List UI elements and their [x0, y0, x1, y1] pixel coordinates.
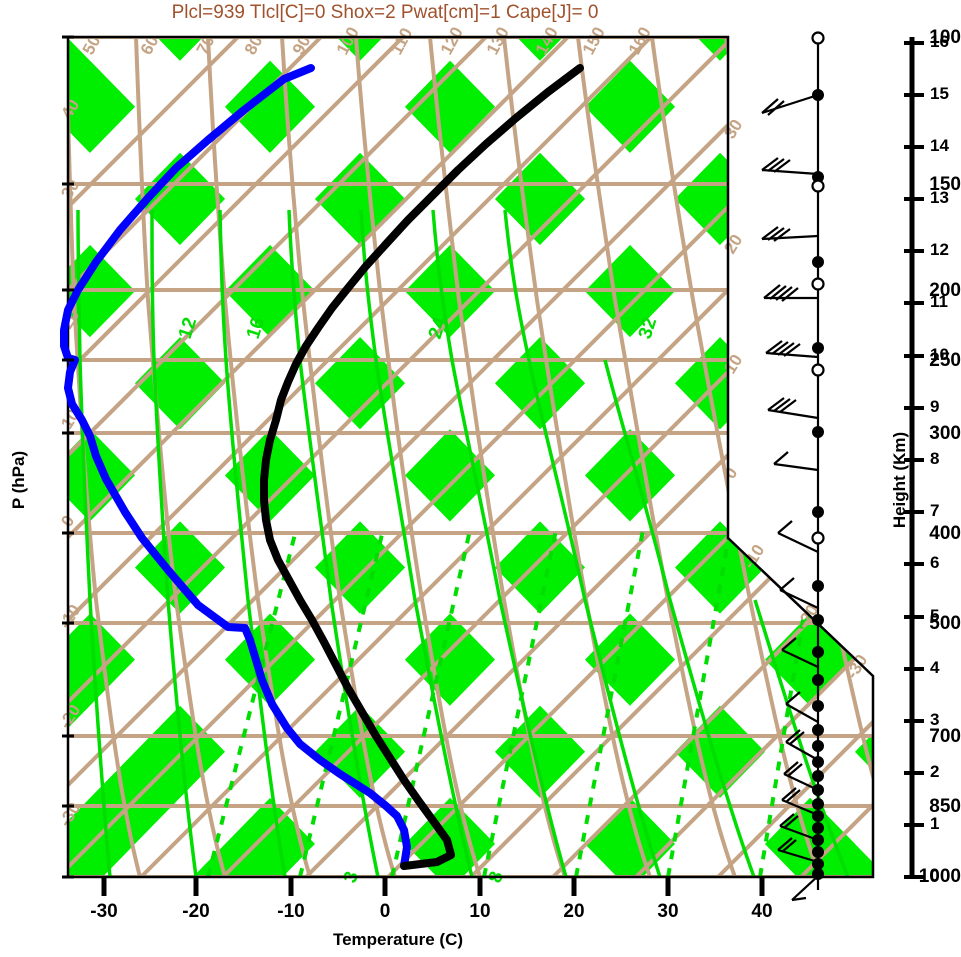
wind-barb: [781, 637, 819, 668]
temperature-label-m10: -10: [277, 901, 305, 922]
pressure-label-700: 700: [929, 726, 961, 747]
height-label-12: 12: [930, 240, 949, 259]
wind-level-markers: [811, 31, 825, 880]
height-label-10: 10: [930, 345, 949, 364]
wind-barb: [781, 787, 819, 817]
wind-barb: [761, 157, 819, 176]
temperature-ticks: [101, 878, 765, 896]
temperature-label-40: 40: [751, 901, 773, 922]
height-label-9: 9: [930, 397, 940, 416]
temperature-axis-title: Temperature (C): [332, 930, 464, 949]
temperature-label-20: 20: [563, 901, 585, 922]
pressure-label-400: 400: [929, 523, 961, 544]
wind-barb: [779, 577, 819, 609]
wind-barb: [773, 451, 819, 472]
height-axis-title: Height (Km): [890, 431, 909, 529]
height-label-13: 13: [930, 188, 949, 207]
height-label-14: 14: [930, 136, 949, 155]
figure-title: Plcl=939 Tlcl[C]=0 Shox=2 Pwat[cm]=1 Cap…: [171, 2, 599, 23]
temperature-trace: [260, 64, 584, 870]
wind-barb: [761, 226, 819, 242]
pressure-label-500: 500: [929, 613, 961, 634]
wind-barbs: [761, 93, 819, 902]
moist-adiabat-lines: [76, 209, 850, 877]
height-label-3: 3: [930, 710, 940, 729]
height-label-8: 8: [930, 449, 940, 468]
wind-barb: [761, 93, 819, 116]
height-label-2: 2: [930, 762, 940, 781]
height-label-1: 1: [930, 814, 940, 833]
wind-barb: [777, 837, 819, 864]
height-label-11: 11: [930, 292, 948, 311]
temperature-label-0: 0: [379, 901, 391, 922]
wind-barb: [777, 520, 819, 553]
height-axis: [904, 37, 924, 879]
wind-barb: [763, 284, 818, 302]
pressure-label-1000: 1000: [918, 866, 961, 887]
height-label-0: 0: [930, 866, 940, 885]
height-label-7: 7: [930, 501, 940, 520]
wind-barb: [785, 729, 819, 761]
pressure-label-100: 100: [929, 27, 961, 48]
wind-barb: [779, 813, 819, 842]
wind-barb: [783, 761, 819, 791]
wind-barb: [791, 875, 819, 902]
mixing-ratio-lines: [206, 529, 820, 877]
temperature-label-m20: -20: [182, 901, 210, 922]
temperature-label-10: 10: [469, 901, 491, 922]
temperature-label-m30: -30: [90, 901, 118, 922]
pressure-label-200: 200: [929, 280, 961, 301]
height-label-15: 15: [930, 84, 949, 103]
height-label-16: 16: [930, 32, 949, 51]
wind-barb: [765, 340, 819, 359]
pressure-label-250: 250: [929, 350, 961, 371]
temperature-label-30: 30: [657, 901, 679, 922]
pressure-ticks: [62, 35, 74, 879]
wind-barb: [785, 691, 819, 723]
height-label-5: 5: [930, 606, 940, 625]
pressure-label-150: 150: [929, 174, 961, 195]
height-label-6: 6: [930, 553, 940, 572]
wind-barb: [767, 397, 819, 420]
height-label-4: 4: [930, 658, 940, 677]
pressure-label-850: 850: [929, 796, 961, 817]
pressure-axis-title: P (hPa): [9, 450, 28, 510]
dewpoint-trace: [60, 64, 411, 870]
pressure-label-300: 300: [929, 423, 961, 444]
